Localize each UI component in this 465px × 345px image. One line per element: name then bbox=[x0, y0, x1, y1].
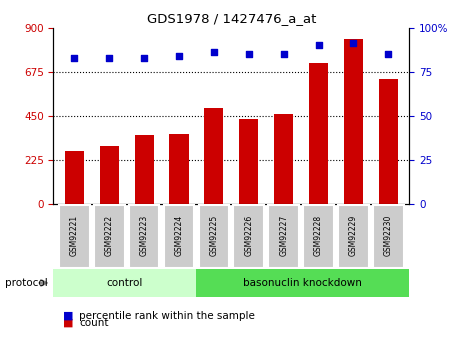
Text: ■: ■ bbox=[63, 318, 73, 327]
Text: GSM92224: GSM92224 bbox=[174, 214, 184, 256]
Point bbox=[245, 51, 252, 57]
Bar bbox=[59, 205, 90, 268]
Bar bbox=[338, 205, 369, 268]
Text: ■: ■ bbox=[63, 311, 73, 321]
Bar bbox=[379, 79, 398, 204]
Point bbox=[140, 55, 148, 60]
Text: protocol: protocol bbox=[5, 278, 47, 288]
Point bbox=[71, 55, 78, 60]
Text: GSM92227: GSM92227 bbox=[279, 214, 288, 256]
Text: GSM92222: GSM92222 bbox=[105, 215, 114, 256]
Point bbox=[385, 51, 392, 57]
Bar bbox=[199, 205, 229, 268]
Bar bbox=[274, 114, 293, 204]
Bar bbox=[129, 205, 159, 268]
Text: GSM92228: GSM92228 bbox=[314, 215, 323, 256]
Bar bbox=[94, 205, 125, 268]
Bar bbox=[268, 205, 299, 268]
Bar bbox=[134, 135, 154, 204]
Text: GSM92230: GSM92230 bbox=[384, 214, 393, 256]
Point bbox=[280, 51, 287, 57]
Bar bbox=[164, 205, 194, 268]
Bar bbox=[169, 134, 189, 204]
Bar bbox=[344, 39, 363, 204]
Bar bbox=[53, 269, 196, 297]
Bar bbox=[309, 63, 328, 204]
Point bbox=[350, 41, 357, 46]
Point bbox=[175, 53, 183, 59]
Text: percentile rank within the sample: percentile rank within the sample bbox=[79, 311, 255, 321]
Title: GDS1978 / 1427476_a_at: GDS1978 / 1427476_a_at bbox=[146, 12, 316, 25]
Text: GSM92221: GSM92221 bbox=[70, 215, 79, 256]
Text: GSM92223: GSM92223 bbox=[140, 214, 149, 256]
Text: GSM92225: GSM92225 bbox=[209, 214, 219, 256]
Text: GSM92226: GSM92226 bbox=[244, 214, 253, 256]
Text: control: control bbox=[107, 278, 143, 288]
Bar bbox=[373, 205, 404, 268]
Text: count: count bbox=[79, 318, 108, 327]
Bar bbox=[303, 205, 334, 268]
Text: basonuclin knockdown: basonuclin knockdown bbox=[243, 278, 362, 288]
Bar bbox=[196, 269, 423, 297]
Bar bbox=[233, 205, 264, 268]
Text: GSM92229: GSM92229 bbox=[349, 214, 358, 256]
Bar bbox=[239, 119, 259, 204]
Bar bbox=[204, 108, 224, 204]
Bar bbox=[100, 146, 119, 204]
Point bbox=[106, 55, 113, 60]
Point bbox=[210, 49, 218, 55]
Bar bbox=[65, 151, 84, 204]
Point bbox=[315, 42, 322, 48]
